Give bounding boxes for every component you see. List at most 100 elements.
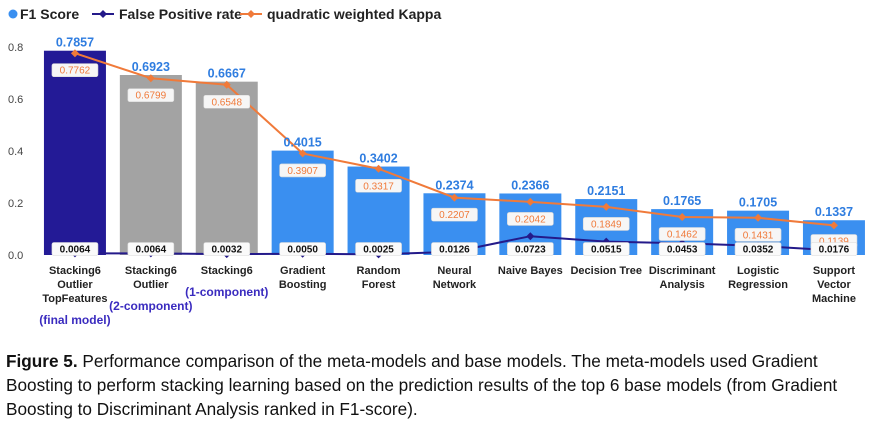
kappa-line: [70, 49, 838, 230]
fpr-value-label: 0.0176: [819, 245, 850, 256]
x-tick-note: (2-component): [109, 299, 192, 313]
x-tick-label: Boosting: [279, 279, 327, 291]
kappa-label-box: [127, 88, 175, 103]
x-tick-label: Support: [813, 265, 855, 277]
x-tick-label: Regression: [728, 279, 788, 291]
fpr-value-label: 0.0453: [667, 245, 698, 256]
kappa-value-label: 0.3907: [287, 166, 318, 177]
y-tick-label: 0.4: [8, 146, 23, 158]
x-tick-label: Analysis: [660, 279, 705, 291]
fpr-value-label: 0.0032: [211, 245, 242, 256]
figure-caption: Figure 5. Performance comparison of the …: [6, 349, 871, 421]
chart: F1 Score False Positive rate quadratic wei…: [8, 6, 865, 327]
f1-value-label: 0.6667: [208, 67, 246, 81]
fpr-value-label: 0.0064: [136, 245, 167, 256]
legend-kappa-marker: [247, 10, 255, 18]
fpr-label-box: [279, 242, 326, 256]
x-tick-label: Network: [433, 279, 477, 291]
x-tick-label: Outlier: [57, 279, 93, 291]
f1-value-label: 0.1337: [815, 205, 853, 219]
fpr-label-box: [51, 242, 99, 256]
x-tick-label: TopFeatures: [42, 293, 107, 305]
f1-value-label: 0.1705: [739, 196, 777, 210]
legend-fpr-label: False Positive rate: [119, 6, 242, 22]
caption-prefix: Figure 5.: [6, 351, 78, 371]
kappa-point: [298, 149, 307, 158]
kappa-point: [602, 202, 611, 211]
kappa-value-label: 0.1462: [667, 229, 698, 240]
x-tick-label: Discriminant: [649, 265, 716, 277]
kappa-value-label: 0.6799: [136, 91, 167, 102]
kappa-point: [450, 193, 459, 202]
kappa-label-box: [582, 217, 630, 231]
x-tick-label: Random: [357, 265, 401, 277]
fpr-value-label: 0.0126: [439, 245, 470, 256]
kappa-label-box: [431, 207, 478, 222]
y-tick-label: 0.0: [8, 250, 23, 262]
kappa-label-box: [734, 227, 782, 242]
x-tick-label: Outlier: [133, 279, 169, 291]
x-tick-note: (1-component): [185, 285, 268, 299]
x-tick-label: Naive Bayes: [498, 265, 563, 277]
f1-bar: [43, 50, 106, 255]
legend-kappa-label: quadratic weighted Kappa: [267, 6, 441, 22]
legend-f1-label: F1 Score: [20, 6, 79, 22]
x-tick-label: Machine: [812, 293, 856, 305]
kappa-point: [526, 197, 535, 206]
fpr-value-label: 0.0515: [591, 245, 622, 256]
f1-value-label: 0.6923: [132, 60, 170, 74]
fpr-label-box: [810, 242, 858, 256]
kappa-label-box: [355, 178, 402, 193]
f1-value-label: 0.2366: [511, 178, 549, 192]
kappa-point: [146, 74, 155, 83]
fpr-value-label: 0.0025: [363, 245, 394, 256]
kappa-label-box: [203, 94, 251, 109]
f1-value-label: 0.1765: [663, 194, 701, 208]
x-tick-label: Neural: [437, 265, 471, 277]
x-tick-label: Stacking6: [201, 265, 253, 277]
f1-value-label: 0.2374: [435, 178, 473, 192]
f1-bar: [195, 81, 258, 256]
fpr-label-box: [127, 242, 175, 256]
f1-value-label: 0.4015: [284, 136, 322, 150]
f1-bars: [43, 50, 865, 256]
kappa-point: [754, 213, 763, 222]
legend: F1 Score False Positive rate quadratic wei…: [8, 6, 441, 22]
kappa-value-label: 0.1849: [591, 219, 622, 230]
kappa-point: [70, 49, 79, 58]
kappa-value-label: 0.2207: [439, 210, 470, 221]
fpr-label-box: [203, 242, 251, 256]
x-tick-note: (final model): [39, 313, 110, 327]
kappa-point: [829, 221, 838, 230]
f1-value-label: 0.7857: [56, 36, 94, 50]
y-axis: 0.0 0.2 0.4 0.6 0.8: [8, 42, 23, 262]
f1-value-label: 0.2151: [587, 184, 625, 198]
fpr-label-box: [431, 242, 478, 256]
kappa-label-box: [507, 212, 554, 226]
x-tick-label: Stacking6: [49, 265, 101, 277]
y-tick-label: 0.2: [8, 198, 23, 210]
y-tick-label: 0.6: [8, 94, 23, 106]
legend-fpr-marker: [99, 10, 107, 18]
x-tick-label: Gradient: [280, 265, 326, 277]
kappa-value-label: 0.1139: [819, 237, 849, 248]
data-labels: 0.7857 0.6923 0.6667 0.4015 0.3402 0.2374 0.23…: [51, 36, 858, 256]
caption-text: Performance comparison of the meta-model…: [6, 351, 838, 419]
kappa-point: [678, 212, 687, 221]
f1-value-label: 0.3402: [359, 152, 397, 166]
kappa-value-label: 0.3317: [363, 181, 394, 192]
kappa-point: [374, 164, 383, 173]
fpr-value-label: 0.0352: [743, 245, 774, 256]
kappa-label-box: [51, 63, 99, 77]
x-tick-label: Logistic: [737, 265, 779, 277]
kappa-value-label: 0.1431: [743, 230, 774, 241]
kappa-value-label: 0.7762: [60, 66, 91, 77]
fpr-value-label: 0.0723: [515, 245, 546, 256]
x-tick-label: Vector: [817, 279, 851, 291]
kappa-label-box: [658, 227, 706, 241]
kappa-value-label: 0.2042: [515, 214, 546, 225]
legend-f1-marker: [8, 9, 18, 19]
fpr-label-box: [734, 242, 782, 256]
fpr-label-box: [582, 242, 630, 256]
fpr-label-box: [507, 242, 554, 256]
